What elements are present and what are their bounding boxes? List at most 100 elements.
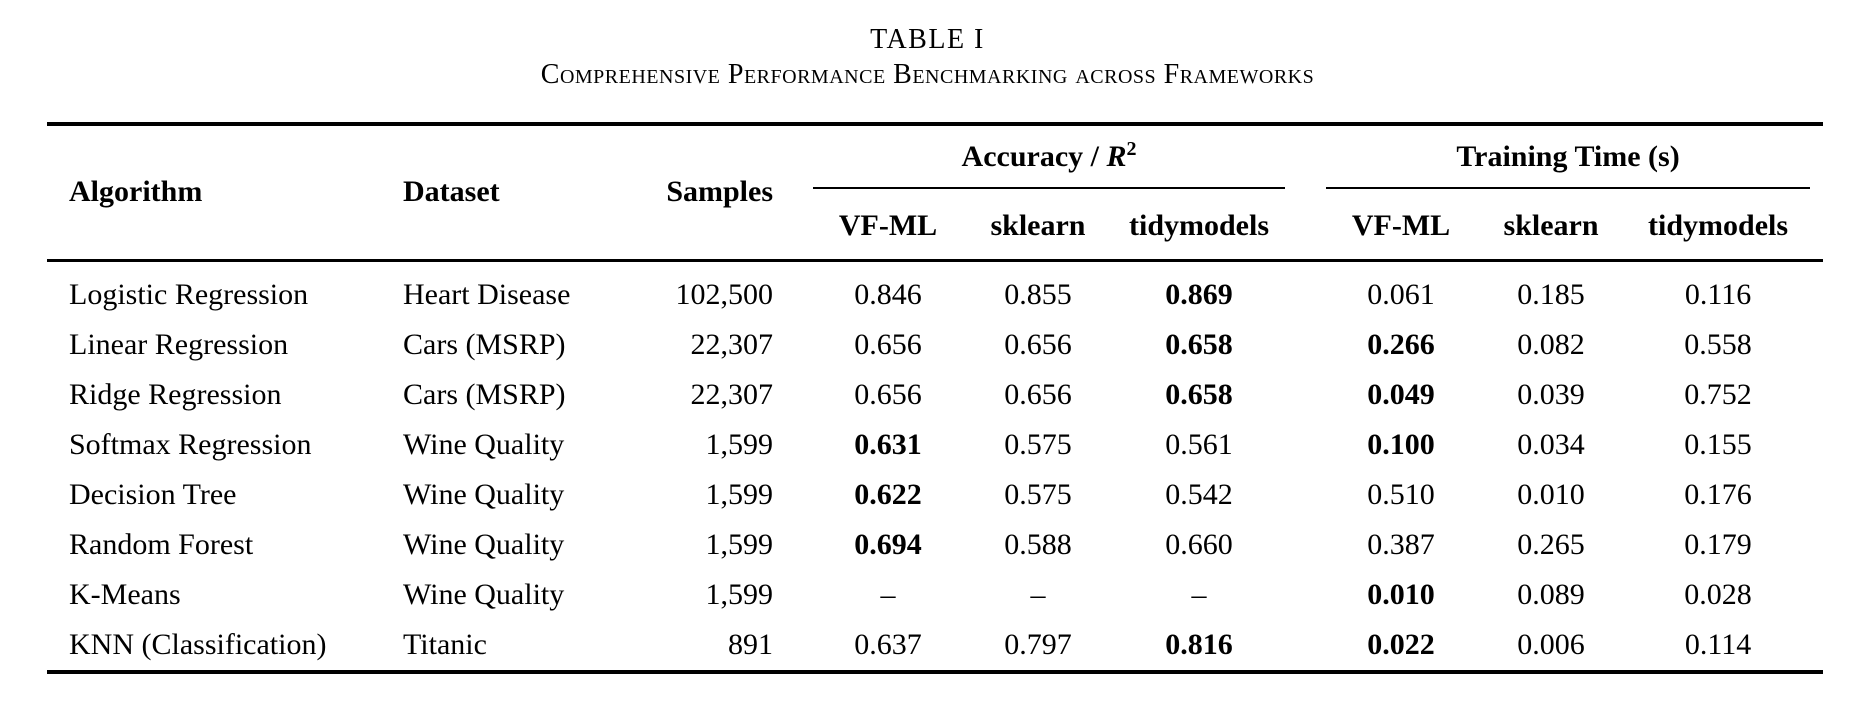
- column-gap: [1285, 320, 1326, 370]
- algorithm-cell: Linear Regression: [69, 327, 289, 361]
- subcol-header-accuracy-sklearn: sklearn: [963, 188, 1113, 262]
- time-sklearn-cell: 0.082: [1517, 327, 1585, 361]
- subcol-header-time-tidymodels: tidymodels: [1626, 188, 1811, 262]
- column-gap: [1810, 124, 1824, 262]
- column-gap: [777, 320, 813, 370]
- column-gap: [1285, 620, 1326, 672]
- time-sklearn-cell: 0.006: [1517, 627, 1585, 661]
- algorithm-cell: K-Means: [69, 577, 181, 611]
- algorithm-cell: KNN (Classification): [69, 627, 327, 661]
- accuracy-tidymodels-cell: –: [1191, 577, 1207, 611]
- accuracy-sklearn-cell: 0.588: [1004, 527, 1072, 561]
- algorithm-cell: Decision Tree: [69, 477, 237, 511]
- time-sklearn-cell: 0.039: [1517, 377, 1585, 411]
- samples-cell: 1,599: [705, 527, 774, 561]
- time-tidymodels-cell: 0.155: [1684, 427, 1752, 461]
- group-label-prefix: Accuracy /: [961, 139, 1107, 173]
- table-caption: Comprehensive Performance Benchmarking a…: [540, 59, 1315, 90]
- time-tidymodels-cell: 0.752: [1684, 377, 1752, 411]
- subcol-header-accuracy-vfml: VF-ML: [813, 188, 963, 262]
- column-gap: [777, 370, 813, 420]
- column-gap: [777, 260, 813, 320]
- accuracy-tidymodels-cell: 0.658: [1165, 327, 1233, 361]
- time-vfml-cell: 0.049: [1367, 377, 1435, 411]
- header-row-groups: Algorithm Dataset Samples Accuracy / R2 …: [47, 124, 1824, 262]
- time-tidymodels-cell: 0.028: [1684, 577, 1752, 611]
- col-header-samples: Samples: [637, 124, 777, 262]
- dataset-cell: Titanic: [403, 627, 487, 661]
- column-gap: [1810, 570, 1823, 620]
- accuracy-tidymodels-cell: 0.658: [1165, 377, 1233, 411]
- time-vfml-cell: 0.061: [1367, 277, 1435, 311]
- column-gap: [1285, 124, 1327, 262]
- accuracy-sklearn-cell: 0.656: [1004, 327, 1072, 361]
- accuracy-sklearn-cell: 0.575: [1004, 427, 1072, 461]
- algorithm-cell: Softmax Regression: [69, 427, 312, 461]
- dataset-cell: Wine Quality: [403, 527, 565, 561]
- math-squared-exponent: 2: [1126, 137, 1137, 160]
- accuracy-sklearn-cell: –: [1030, 577, 1046, 611]
- column-gap: [1810, 320, 1823, 370]
- time-tidymodels-cell: 0.116: [1684, 277, 1752, 311]
- accuracy-tidymodels-cell: 0.660: [1165, 527, 1233, 561]
- time-vfml-cell: 0.266: [1367, 327, 1435, 361]
- subcol-header-time-vfml: VF-ML: [1326, 188, 1477, 262]
- dataset-cell: Cars (MSRP): [403, 377, 566, 411]
- column-gap: [1810, 420, 1823, 470]
- time-sklearn-cell: 0.265: [1517, 527, 1585, 561]
- dataset-cell: Wine Quality: [403, 577, 565, 611]
- group-header-training-time: Training Time (s): [1326, 124, 1811, 189]
- col-header-algorithm: Algorithm: [47, 124, 387, 262]
- column-gap: [1285, 370, 1326, 420]
- algorithm-cell: Logistic Regression: [69, 277, 309, 311]
- table-header: Algorithm Dataset Samples Accuracy / R2 …: [47, 124, 1824, 262]
- samples-cell: 22,307: [690, 327, 774, 361]
- column-gap: [1285, 420, 1326, 470]
- dataset-cell: Wine Quality: [403, 477, 565, 511]
- table-row: K-Means Wine Quality 1,599 – – – 0.010 0…: [47, 570, 1823, 620]
- samples-cell: 22,307: [690, 377, 774, 411]
- algorithm-cell: Random Forest: [69, 527, 254, 561]
- samples-cell: 891: [728, 627, 773, 661]
- column-gap: [1285, 470, 1326, 520]
- column-gap: [777, 420, 813, 470]
- table-row: KNN (Classification) Titanic 891 0.637 0…: [47, 620, 1823, 672]
- time-tidymodels-cell: 0.176: [1684, 477, 1752, 511]
- column-gap: [777, 620, 813, 672]
- samples-cell: 1,599: [705, 477, 774, 511]
- group-header-accuracy-label: Accuracy / R2: [961, 137, 1137, 173]
- table-row: Random Forest Wine Quality 1,599 0.694 0…: [47, 520, 1823, 570]
- column-gap: [1810, 370, 1823, 420]
- algorithm-cell: Ridge Regression: [69, 377, 282, 411]
- title-block: TABLE I Comprehensive Performance Benchm…: [0, 0, 1855, 90]
- accuracy-vfml-cell: 0.631: [854, 427, 922, 461]
- table-row: Softmax Regression Wine Quality 1,599 0.…: [47, 420, 1823, 470]
- accuracy-sklearn-cell: 0.855: [1004, 277, 1072, 311]
- time-vfml-cell: 0.510: [1367, 477, 1435, 511]
- accuracy-sklearn-cell: 0.575: [1004, 477, 1072, 511]
- subcol-header-accuracy-tidymodels: tidymodels: [1113, 188, 1286, 262]
- accuracy-vfml-cell: 0.637: [854, 627, 922, 661]
- time-sklearn-cell: 0.010: [1517, 477, 1585, 511]
- accuracy-tidymodels-cell: 0.816: [1165, 627, 1233, 661]
- accuracy-vfml-cell: 0.846: [854, 277, 922, 311]
- table-row: Linear Regression Cars (MSRP) 22,307 0.6…: [47, 320, 1823, 370]
- column-gap: [1810, 260, 1823, 320]
- column-gap: [1810, 470, 1823, 520]
- table-body: Logistic Regression Heart Disease 102,50…: [47, 260, 1823, 672]
- col-header-dataset: Dataset: [387, 124, 637, 262]
- table-row: Decision Tree Wine Quality 1,599 0.622 0…: [47, 470, 1823, 520]
- time-sklearn-cell: 0.089: [1517, 577, 1585, 611]
- column-gap: [777, 470, 813, 520]
- column-gap: [777, 570, 813, 620]
- accuracy-vfml-cell: 0.694: [854, 527, 922, 561]
- column-gap: [1810, 620, 1823, 672]
- time-vfml-cell: 0.387: [1367, 527, 1435, 561]
- time-vfml-cell: 0.022: [1367, 627, 1435, 661]
- dataset-cell: Heart Disease: [403, 277, 571, 311]
- column-gap: [1285, 520, 1326, 570]
- group-header-training-time-label: Training Time (s): [1456, 139, 1680, 173]
- time-vfml-cell: 0.010: [1367, 577, 1435, 611]
- accuracy-tidymodels-cell: 0.869: [1165, 277, 1233, 311]
- accuracy-tidymodels-cell: 0.542: [1165, 477, 1233, 511]
